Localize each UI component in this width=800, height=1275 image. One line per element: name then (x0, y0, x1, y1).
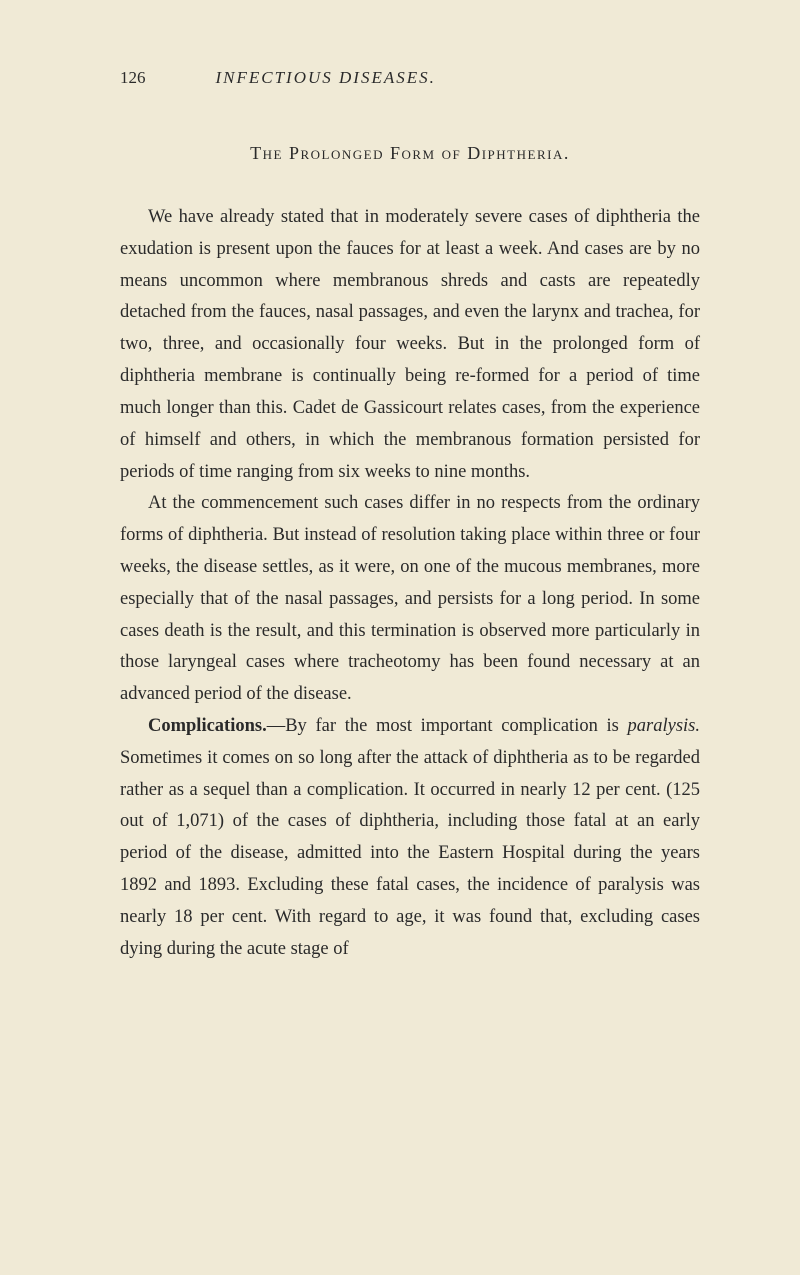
p3-text-a: —By far the most important complication … (267, 716, 628, 736)
italic-term: paralysis. (628, 716, 700, 736)
page-number: 126 (120, 68, 146, 88)
p3-text-b: Sometimes it comes on so long after the … (120, 748, 700, 959)
paragraph-2: At the commencement such cases differ in… (120, 488, 700, 711)
running-title: INFECTIOUS DISEASES. (216, 68, 436, 88)
body-text: We have already stated that in moderatel… (120, 202, 700, 966)
section-heading: The Prolonged Form of Diphtheria. (120, 143, 700, 164)
paragraph-1: We have already stated that in moderatel… (120, 202, 700, 488)
page-header: 126 INFECTIOUS DISEASES. (120, 68, 700, 88)
paragraph-3: Complications.—By far the most important… (120, 711, 700, 966)
run-in-heading: Complications. (148, 716, 267, 736)
